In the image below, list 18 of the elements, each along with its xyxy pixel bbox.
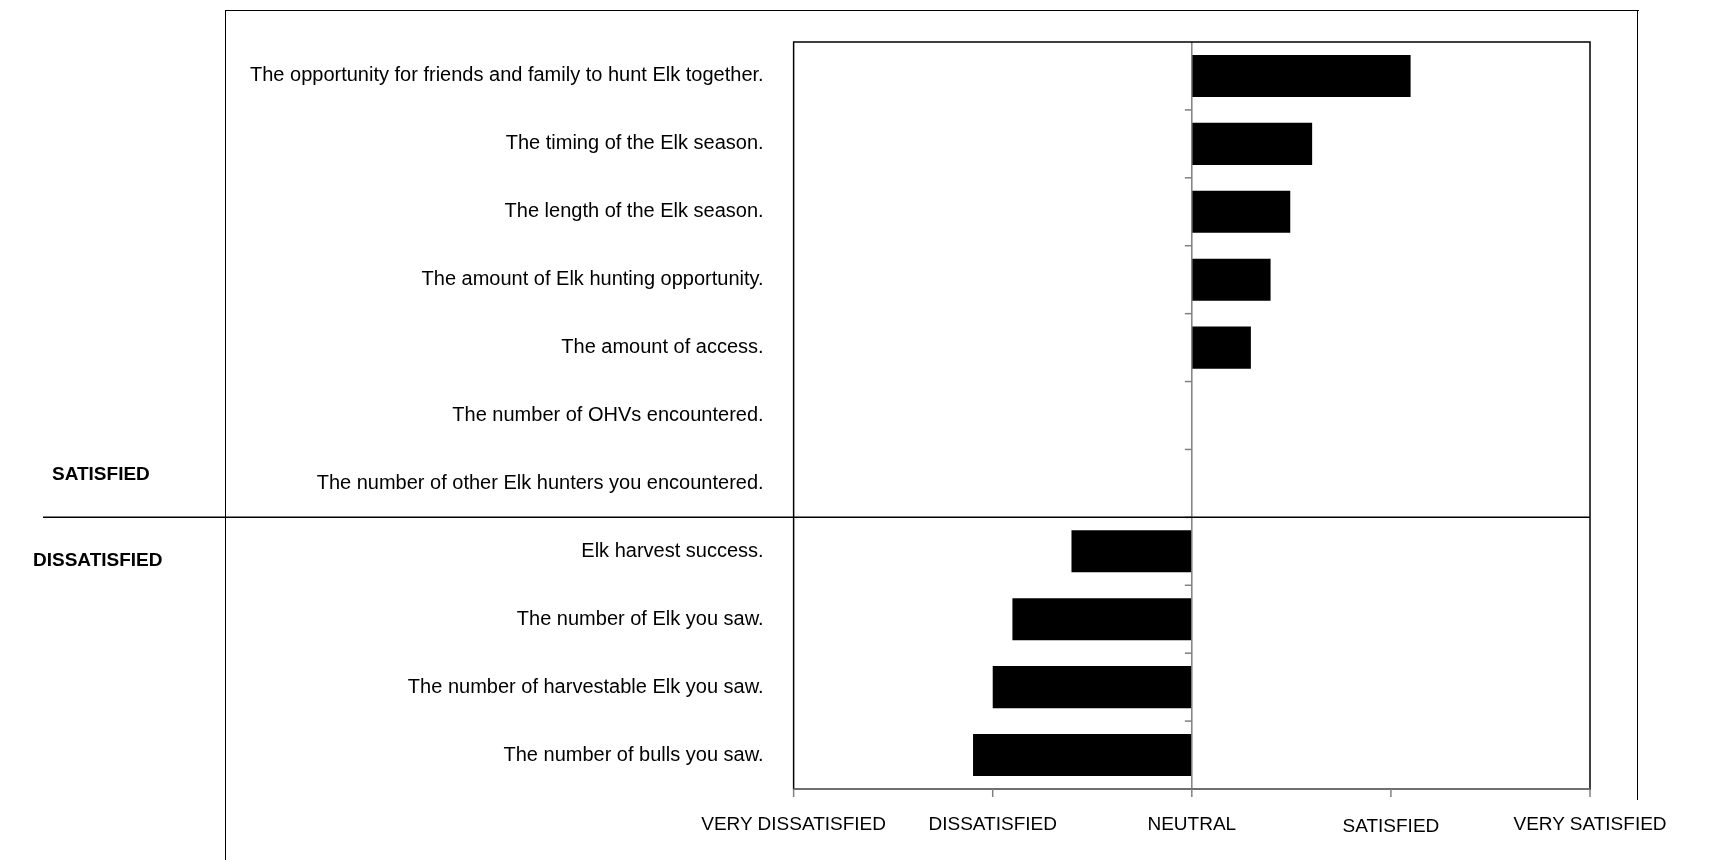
y-tick-label: The timing of the Elk season. [505, 131, 764, 154]
text: SATISFIED [52, 462, 150, 484]
text: DISSATISFIED [33, 548, 163, 570]
y-tick-label: The amount of access. [561, 335, 764, 358]
y-tick-label: The length of the Elk season. [504, 199, 764, 222]
y-tick-label: The number of harvestable Elk you saw. [407, 674, 764, 697]
y-tick-label: The number of Elk you saw. [516, 606, 764, 629]
y-tick-label: The opportunity for friends and family to hunt Elk together. [250, 63, 764, 86]
y-tick-label: The amount of Elk hunting opportunity. [421, 267, 764, 290]
y-tick-label: The number of bulls you saw. [503, 742, 764, 765]
text: VERY SATISFIED [1513, 812, 1667, 834]
y-tick-label: The number of OHVs encountered. [452, 403, 764, 426]
y-tick-label: The number of other Elk hunters you encountered. [316, 470, 764, 493]
text: SATISFIED [1342, 814, 1440, 836]
text: DISSATISFIED [928, 812, 1057, 834]
text: NEUTRAL [1147, 812, 1237, 834]
text: VERY DISSATISFIED [701, 812, 887, 834]
y-tick-label: Elk harvest success. [581, 538, 764, 561]
